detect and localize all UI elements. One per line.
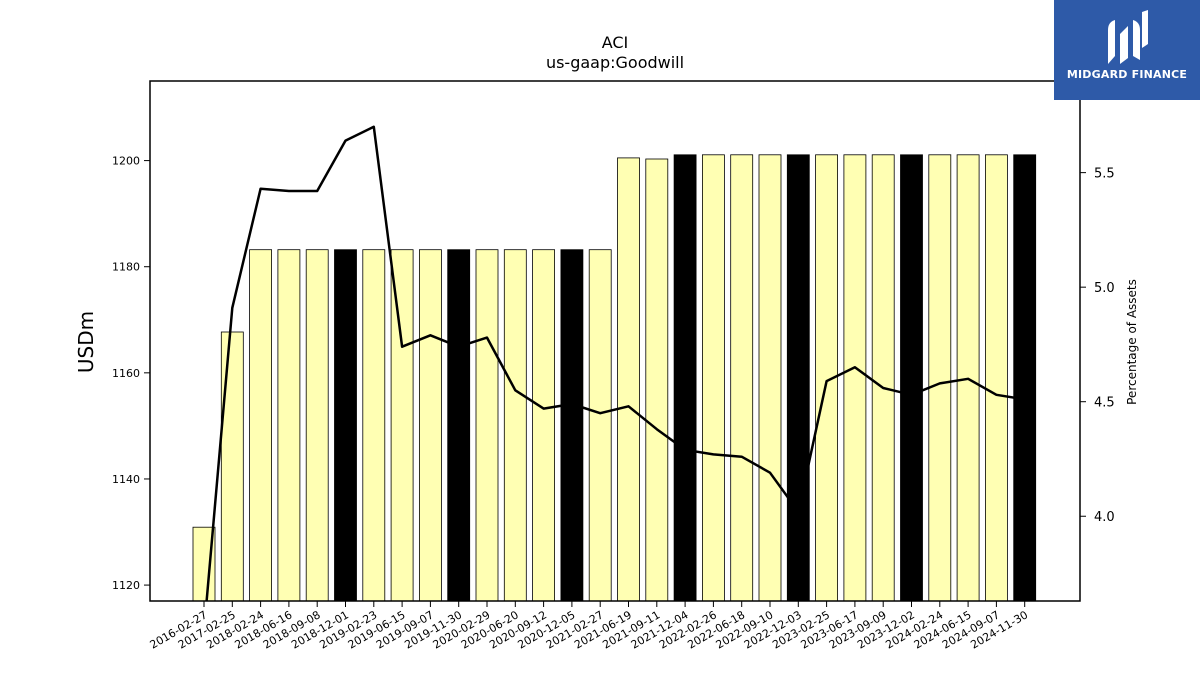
brand-logo: MIDGARD FINANCE (1054, 0, 1200, 100)
bar-2022-06-18 (730, 154, 754, 602)
y-tick-label: 1160 (112, 367, 140, 380)
bar-2017-02-25 (220, 331, 244, 602)
bar-2021-02-27 (588, 249, 612, 602)
percentage-line (205, 125, 1025, 601)
brand-name: MIDGARD FINANCE (1066, 68, 1188, 81)
bar-2024-11-30 (1013, 154, 1037, 602)
bar-2022-02-26 (702, 154, 725, 602)
bar-2021-12-04 (673, 154, 697, 602)
y2-axis-label: Percentage of Assets (1125, 279, 1139, 405)
bar-2018-12-01 (334, 249, 357, 602)
bar-2024-09-07 (985, 154, 1008, 602)
y2-tick-label: 5.0 (1094, 281, 1115, 296)
bar-2023-09-09 (871, 154, 895, 602)
bars-layer (192, 154, 1037, 602)
bar-2024-02-24 (928, 154, 952, 602)
y-tick-label: 1140 (112, 473, 140, 486)
bar-2018-09-08 (305, 249, 329, 602)
bar-2021-09-11 (645, 158, 669, 602)
y-tick-label: 1180 (112, 261, 140, 274)
bar-2019-06-15 (390, 249, 414, 602)
bar-2022-09-10 (758, 154, 782, 602)
bar-2022-12-03 (786, 154, 810, 602)
bar-2020-06-20 (503, 249, 527, 602)
y2-tick-label: 4.5 (1094, 396, 1115, 411)
bar-2018-06-16 (277, 249, 301, 602)
bar-2020-02-29 (475, 249, 499, 602)
bar-2020-12-05 (560, 249, 584, 602)
bar-2019-02-23 (362, 249, 386, 602)
y-tick-label: 1120 (112, 579, 140, 592)
y2-tick-label: 4.0 (1094, 510, 1115, 525)
bar-2020-09-12 (532, 249, 555, 602)
bar-2018-02-24 (249, 249, 273, 602)
line-layer (205, 125, 1025, 601)
bar-2021-06-19 (617, 157, 640, 602)
bar-2023-06-17 (843, 154, 867, 602)
y2-tick-label: 5.5 (1094, 167, 1115, 182)
chart-title: ACI (602, 33, 629, 52)
y-tick-label: 1200 (112, 155, 140, 168)
chart-subtitle: us-gaap:Goodwill (546, 53, 684, 72)
plot-frame (149, 80, 1081, 602)
midgard-logo-icon (1108, 10, 1148, 64)
bar-2019-09-07 (418, 249, 442, 602)
bar-2019-11-30 (447, 249, 471, 602)
bar-2023-12-02 (900, 154, 923, 602)
y-axis-label: USDm (74, 311, 98, 373)
